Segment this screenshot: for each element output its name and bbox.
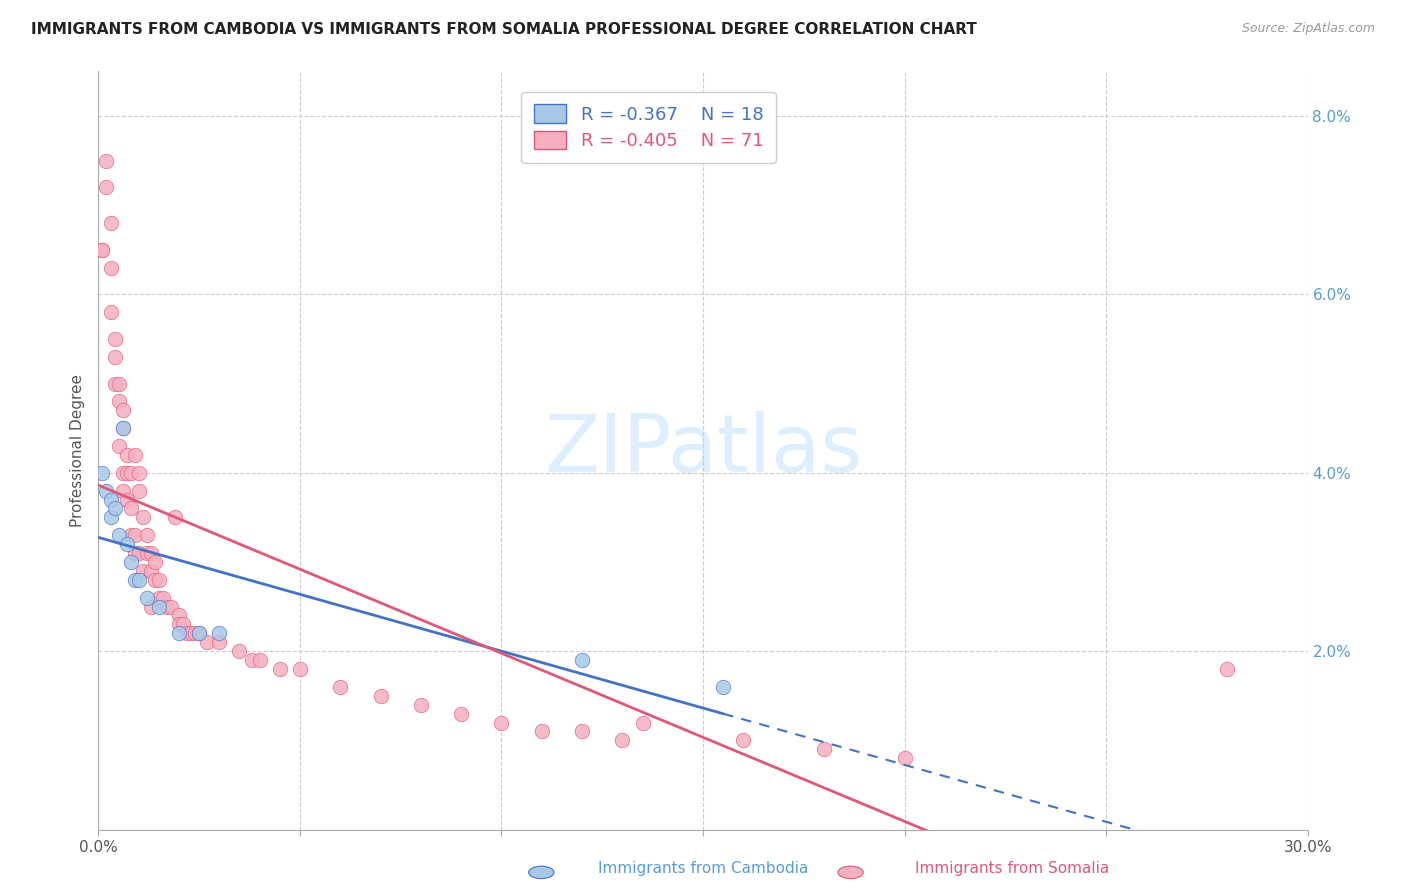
Point (107, 439, 129, 453)
Point (409, 698, 432, 712)
Point (135, 591, 157, 605)
Point (103, 376, 125, 391)
Point (91, 243, 114, 257)
Point (103, 332, 125, 346)
Point (124, 528, 146, 542)
Point (631, 715, 654, 730)
Point (128, 466, 150, 480)
Point (128, 483, 150, 498)
Point (111, 403, 134, 417)
Text: IMMIGRANTS FROM CAMBODIA VS IMMIGRANTS FROM SOMALIA PROFESSIONAL DEGREE CORRELAT: IMMIGRANTS FROM CAMBODIA VS IMMIGRANTS F… (31, 22, 977, 37)
Point (91, 466, 114, 480)
Point (612, 733, 634, 747)
Point (148, 599, 170, 614)
Point (571, 653, 593, 667)
Point (163, 510, 186, 524)
Point (103, 501, 125, 516)
Text: Immigrants from Somalia: Immigrants from Somalia (915, 861, 1109, 876)
Point (208, 635, 231, 649)
Point (120, 528, 142, 542)
Point (1216, 662, 1239, 676)
Point (91, 243, 114, 257)
Point (124, 546, 146, 560)
Point (120, 466, 142, 480)
Point (96, 483, 118, 498)
Point (100, 216, 122, 230)
Point (139, 599, 162, 614)
Point (107, 376, 129, 391)
Point (100, 492, 122, 507)
Point (571, 724, 593, 739)
Point (195, 635, 218, 649)
Point (733, 733, 755, 747)
Point (180, 626, 202, 640)
Legend: R = -0.367    N = 18, R = -0.405    N = 71: R = -0.367 N = 18, R = -0.405 N = 71 (522, 92, 776, 163)
Point (139, 546, 162, 560)
Point (172, 617, 194, 632)
Text: ZIPatlas: ZIPatlas (544, 411, 862, 490)
Point (124, 448, 146, 462)
Point (111, 466, 134, 480)
Point (491, 715, 513, 730)
Point (100, 510, 122, 524)
Point (156, 599, 179, 614)
Point (100, 305, 122, 319)
Point (115, 492, 138, 507)
Point (135, 546, 157, 560)
Point (167, 626, 190, 640)
Point (132, 564, 155, 578)
Point (128, 546, 150, 560)
Point (107, 528, 129, 542)
Point (176, 626, 198, 640)
Point (167, 608, 190, 623)
Point (143, 573, 166, 587)
Point (100, 260, 122, 275)
Point (711, 680, 734, 694)
Point (120, 555, 142, 569)
Point (111, 421, 134, 435)
Text: Immigrants from Cambodia: Immigrants from Cambodia (598, 861, 808, 876)
Point (370, 689, 392, 703)
Point (240, 653, 263, 667)
Point (813, 742, 835, 756)
Point (96, 153, 118, 168)
Point (152, 591, 174, 605)
Point (288, 662, 311, 676)
Point (111, 483, 134, 498)
Point (107, 394, 129, 409)
Point (893, 751, 915, 765)
Point (269, 662, 291, 676)
Point (184, 626, 207, 640)
Point (188, 626, 211, 640)
Point (128, 573, 150, 587)
Point (329, 680, 352, 694)
Point (249, 653, 271, 667)
Point (160, 599, 183, 614)
Point (188, 626, 211, 640)
Point (115, 537, 138, 551)
Point (111, 421, 134, 435)
Point (148, 591, 170, 605)
Y-axis label: Professional Degree: Professional Degree (70, 374, 86, 527)
Point (135, 528, 157, 542)
Point (120, 501, 142, 516)
Point (143, 555, 166, 569)
Text: Source: ZipAtlas.com: Source: ZipAtlas.com (1241, 22, 1375, 36)
Point (139, 564, 162, 578)
Point (228, 644, 250, 658)
Point (208, 626, 231, 640)
Point (167, 617, 190, 632)
Point (115, 448, 138, 462)
Point (148, 573, 170, 587)
Point (530, 724, 553, 739)
Point (115, 466, 138, 480)
Point (450, 706, 472, 721)
Point (124, 573, 146, 587)
Point (96, 180, 118, 194)
Point (132, 510, 155, 524)
Point (103, 350, 125, 364)
